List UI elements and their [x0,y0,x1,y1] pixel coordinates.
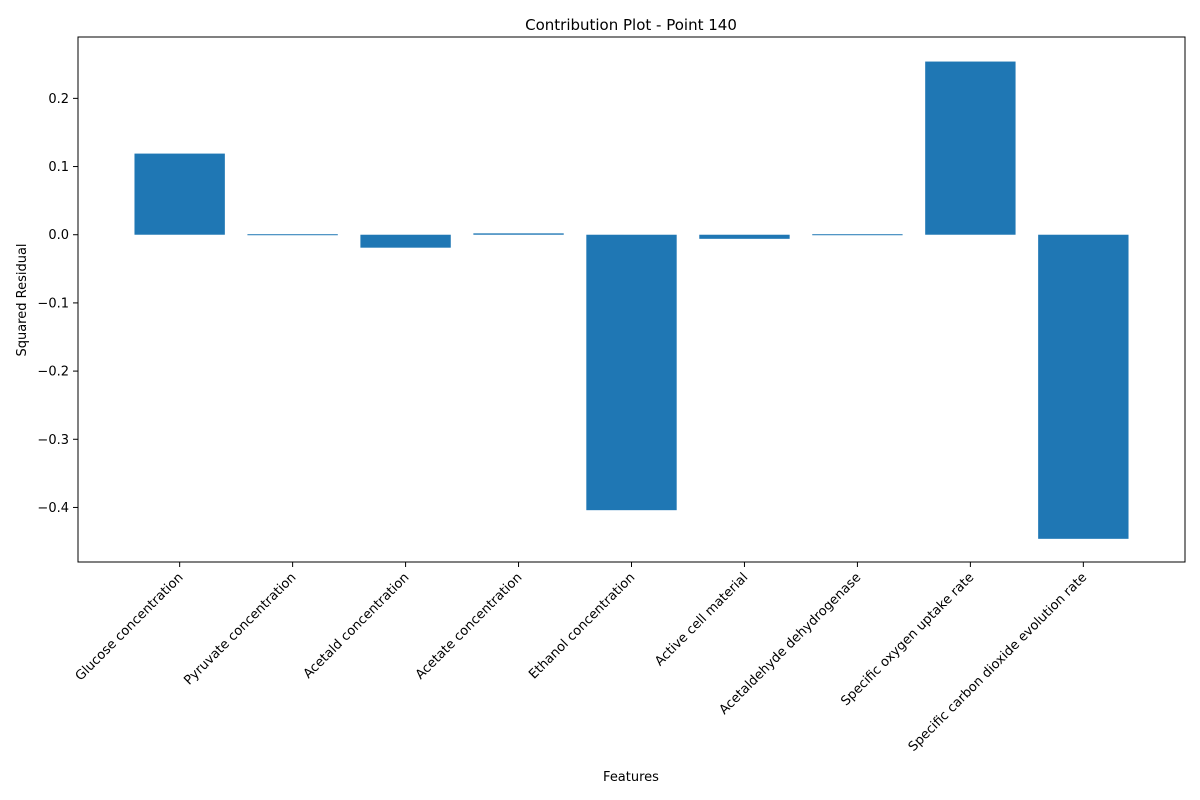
y-tick-label: −0.1 [37,296,69,311]
plot-frame [77,36,1186,563]
y-tick-label: 0.0 [48,228,69,243]
y-tick-label: −0.4 [37,501,69,516]
bar [812,234,903,236]
y-tick-label: 0.1 [48,160,69,175]
bar [134,153,225,235]
bars-layer [134,61,1129,539]
bar [586,234,677,511]
y-axis-label: Squared Residual [15,243,30,356]
bar [699,234,790,239]
bar [360,234,451,248]
y-tick-label: −0.2 [37,365,69,380]
bar [1038,234,1129,539]
y-tick-label: 0.2 [48,92,69,107]
bar [925,61,1016,235]
chart-title: Contribution Plot - Point 140 [525,16,737,34]
x-axis-label: Features [603,770,659,785]
bar [247,234,338,236]
y-axis: −0.4 −0.3 −0.2 −0.1 0.0 0.1 0.2 [37,92,78,516]
bar [473,233,564,235]
y-tick-label: −0.3 [37,433,69,448]
